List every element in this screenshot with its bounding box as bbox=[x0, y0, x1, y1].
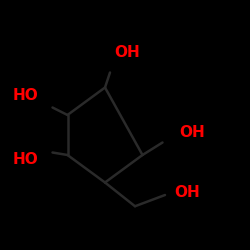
Text: OH: OH bbox=[174, 185, 201, 200]
Text: HO: HO bbox=[12, 88, 38, 102]
Text: OH: OH bbox=[180, 125, 206, 140]
Text: HO: HO bbox=[12, 152, 38, 168]
Text: OH: OH bbox=[114, 45, 140, 60]
